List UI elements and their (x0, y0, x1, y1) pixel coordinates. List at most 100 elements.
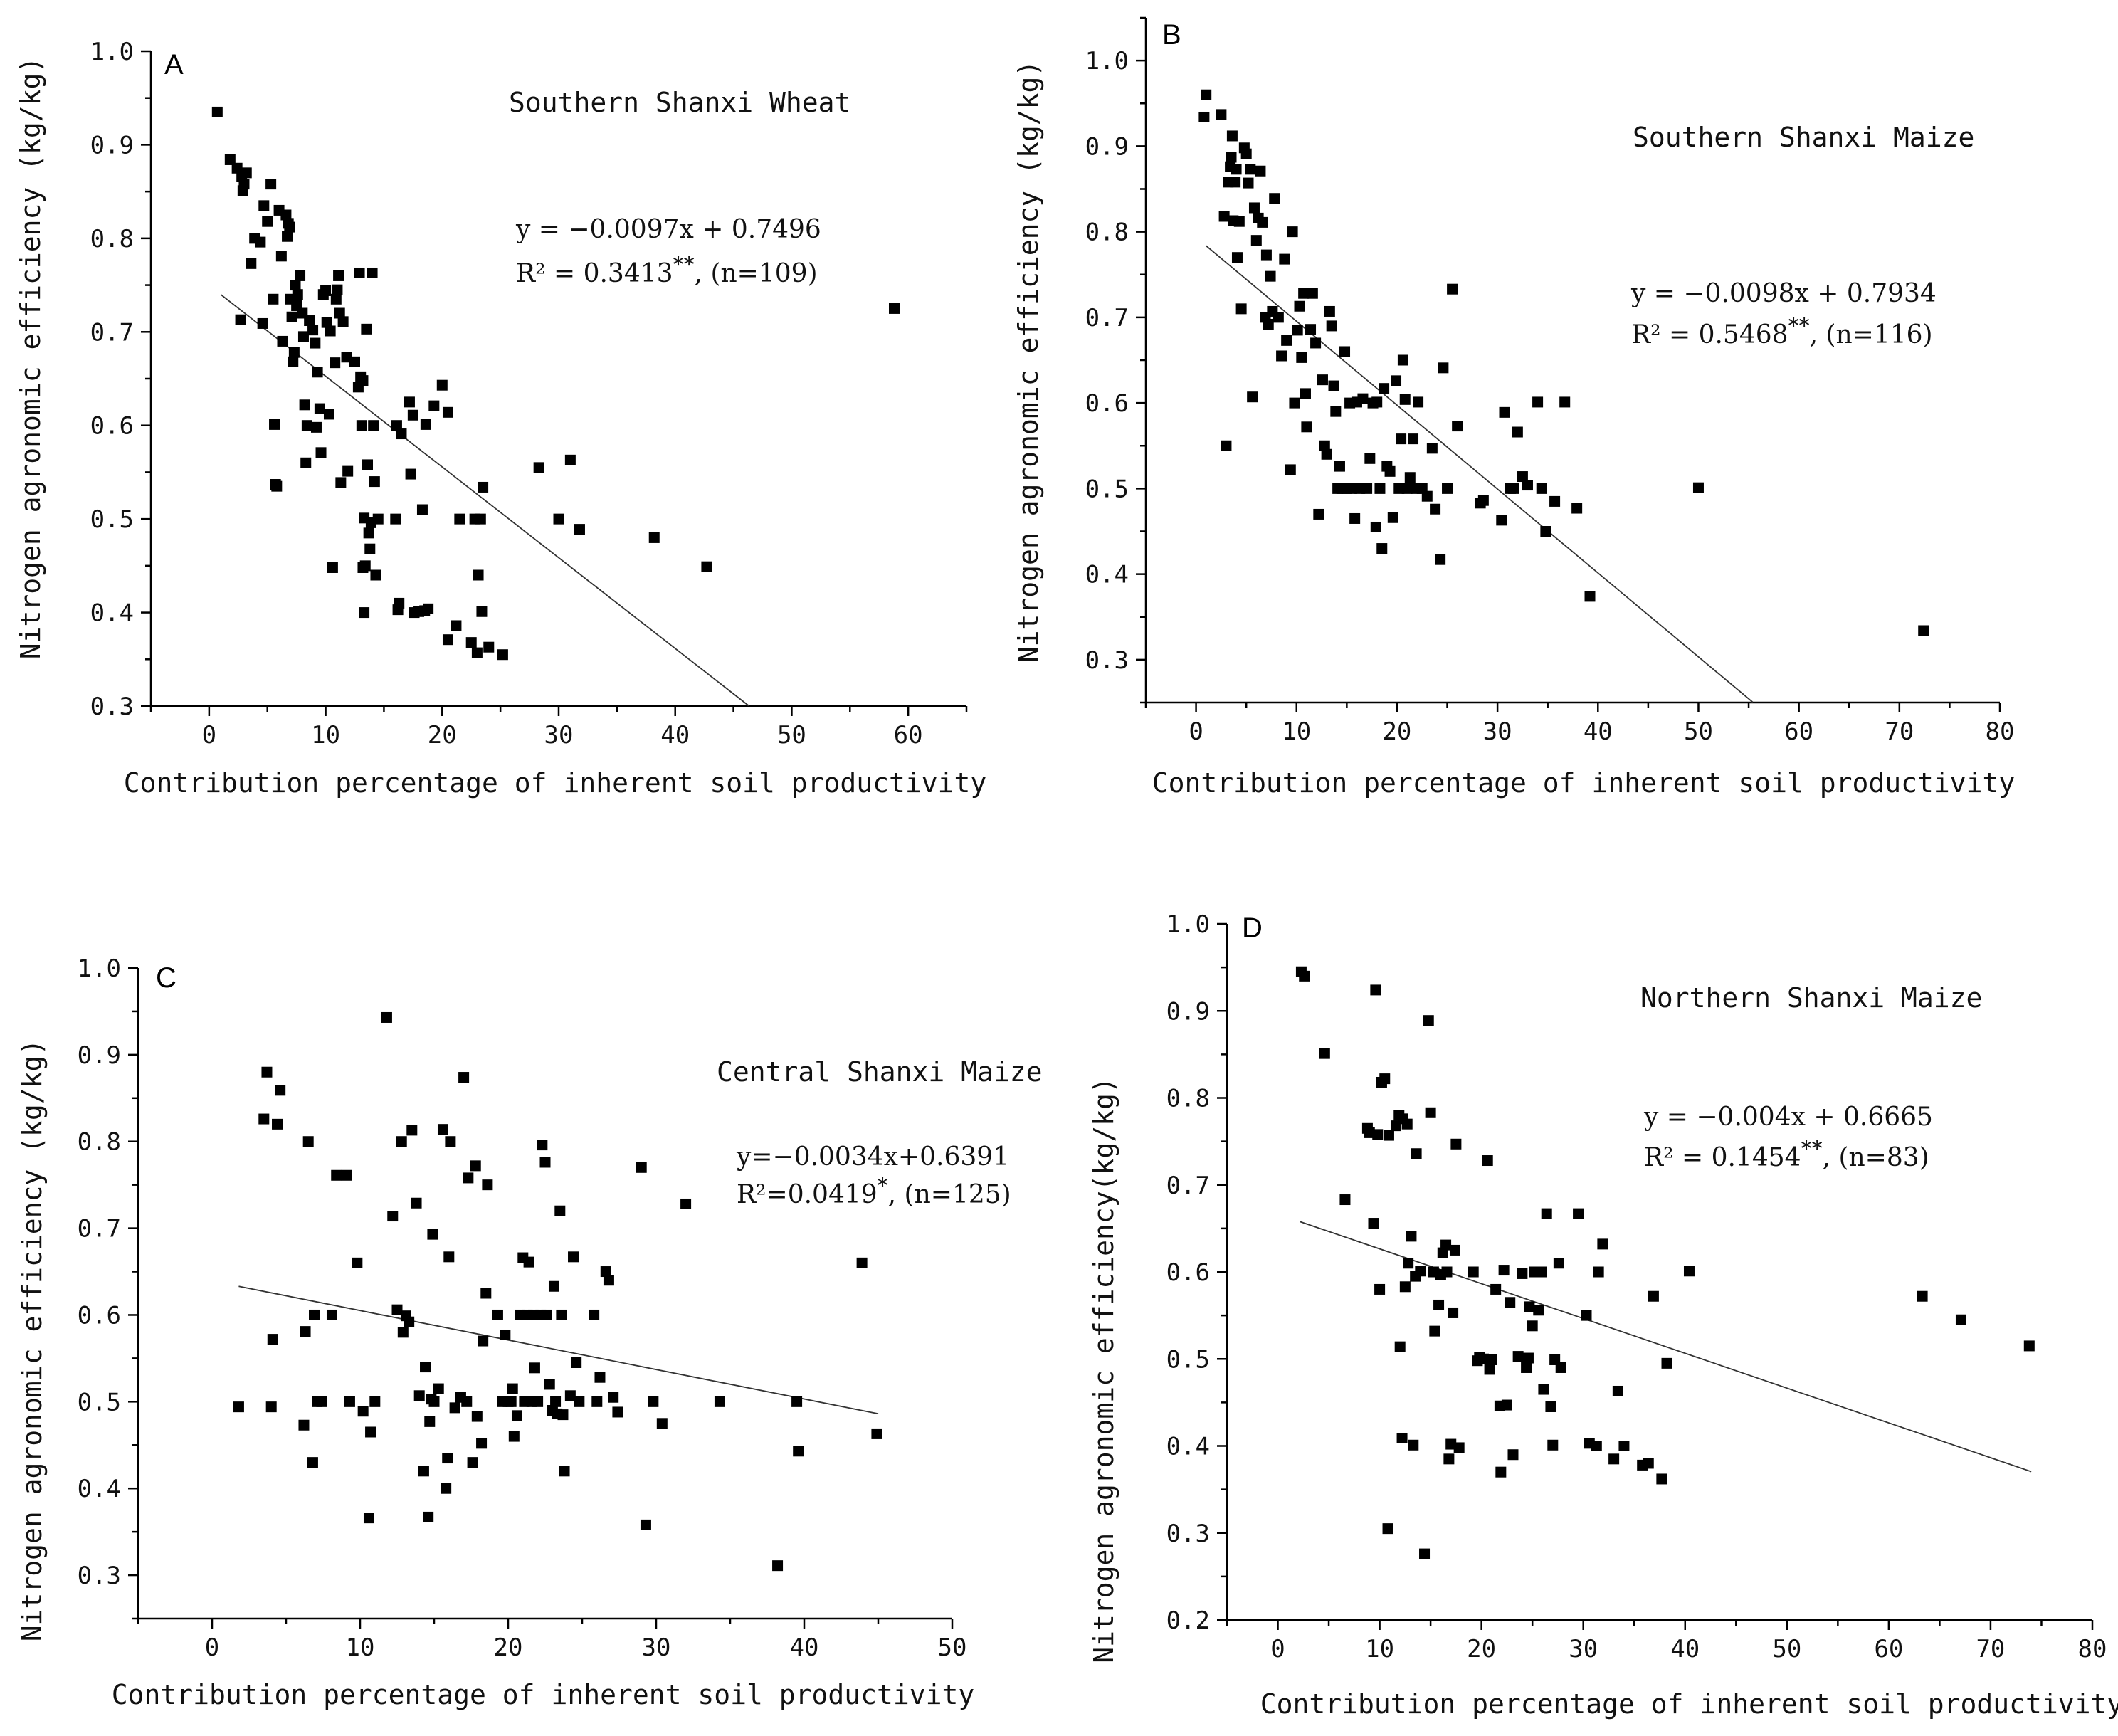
data-point (241, 167, 252, 179)
data-point (231, 162, 243, 174)
data-point (298, 1419, 310, 1431)
data-point (1499, 406, 1510, 418)
data-point (483, 641, 495, 653)
data-point (365, 1426, 376, 1438)
data-point (1648, 1290, 1659, 1302)
x-tick-label: 50 (938, 1634, 967, 1662)
data-point (1435, 554, 1446, 565)
data-point (368, 420, 379, 431)
data-point (1692, 482, 1704, 493)
x-tick-label: 40 (790, 1634, 819, 1662)
data-point (1300, 388, 1311, 399)
data-point (333, 270, 344, 281)
data-point (331, 1169, 342, 1181)
data-point (307, 1457, 318, 1468)
data-point (1403, 1258, 1414, 1269)
chart-title: Central Shanxi Maize (717, 1056, 1043, 1088)
data-point (288, 356, 299, 367)
y-tick-label: 0.8 (78, 1128, 121, 1157)
y-tick-label: 0.8 (1166, 1085, 1210, 1113)
data-point (362, 459, 374, 470)
y-tick-label: 0.7 (1085, 304, 1129, 332)
data-point (680, 1198, 692, 1209)
data-point (370, 569, 381, 581)
data-point (591, 1396, 603, 1407)
data-point (1495, 1466, 1507, 1478)
data-point (656, 1418, 668, 1429)
data-point (420, 1362, 431, 1373)
data-point (1536, 483, 1547, 494)
x-tick-label: 60 (894, 721, 923, 749)
data-point (1482, 1155, 1493, 1167)
data-point (441, 1483, 452, 1494)
data-point (1296, 352, 1307, 363)
data-point (548, 1280, 559, 1292)
data-point (288, 347, 300, 358)
x-tick-label: 70 (1976, 1635, 2005, 1663)
data-point (381, 1011, 392, 1023)
data-point (461, 1396, 473, 1407)
data-point (1364, 453, 1376, 464)
data-point (529, 1362, 540, 1374)
data-point (1298, 288, 1310, 299)
panel-letter: D (1242, 912, 1263, 944)
data-point (1448, 1307, 1459, 1318)
chart-panel-c: C Central Shanxi Maize y=−0.0034x+0.6391… (16, 954, 1043, 1710)
data-point (369, 1396, 381, 1407)
data-point (235, 314, 246, 325)
regression-equation: y = −0.004x + 0.6665 (1643, 1103, 1933, 1132)
data-point (1593, 1266, 1604, 1278)
data-point (467, 1457, 478, 1468)
chart-title: Northern Shanxi Maize (1640, 982, 1982, 1014)
y-tick-label: 0.8 (1085, 219, 1129, 247)
panel-letter: C (156, 962, 176, 994)
data-point (612, 1406, 623, 1418)
x-tick-label: 80 (2078, 1635, 2107, 1663)
data-point (1391, 375, 1402, 386)
data-point (1231, 164, 1242, 175)
data-point (539, 1157, 551, 1168)
data-point (1368, 1218, 1379, 1229)
data-point (476, 1438, 488, 1449)
sample-size: , (n=83) (1823, 1143, 1929, 1172)
data-point (302, 1136, 314, 1147)
panel-letter: B (1162, 19, 1181, 51)
data-point (330, 357, 341, 369)
data-point (603, 1275, 614, 1286)
data-point (1419, 1548, 1431, 1559)
data-point (261, 1066, 273, 1078)
data-point (564, 1390, 576, 1401)
data-point (307, 325, 319, 336)
data-point (1233, 216, 1245, 227)
x-tick-label: 0 (1270, 1635, 1285, 1663)
data-point (1955, 1314, 1966, 1325)
data-point (648, 1396, 659, 1407)
data-point (404, 1316, 415, 1327)
y-tick-label: 0.6 (1085, 389, 1129, 418)
data-point (275, 1085, 286, 1096)
data-point (442, 634, 453, 646)
data-point (280, 209, 292, 221)
data-point (1372, 1129, 1384, 1140)
x-tick-label: 70 (1885, 717, 1914, 746)
data-point (1387, 512, 1398, 523)
data-point (1447, 283, 1458, 295)
data-point (341, 352, 352, 363)
data-point (391, 1304, 403, 1315)
data-point (267, 1334, 278, 1345)
data-point (574, 524, 585, 535)
data-point (556, 1309, 567, 1320)
data-point (1285, 464, 1296, 475)
data-point (332, 284, 343, 295)
y-tick-label: 0.6 (1166, 1258, 1210, 1287)
chart-title: Southern Shanxi Maize (1633, 122, 1974, 153)
data-point (372, 513, 384, 525)
data-point (1522, 1352, 1534, 1364)
data-point (594, 1372, 606, 1383)
y-tick-label: 0.9 (90, 131, 134, 159)
data-point (1379, 1073, 1391, 1085)
data-point (1597, 1238, 1608, 1250)
data-point (1321, 448, 1332, 460)
regression-line (1300, 1221, 2032, 1473)
